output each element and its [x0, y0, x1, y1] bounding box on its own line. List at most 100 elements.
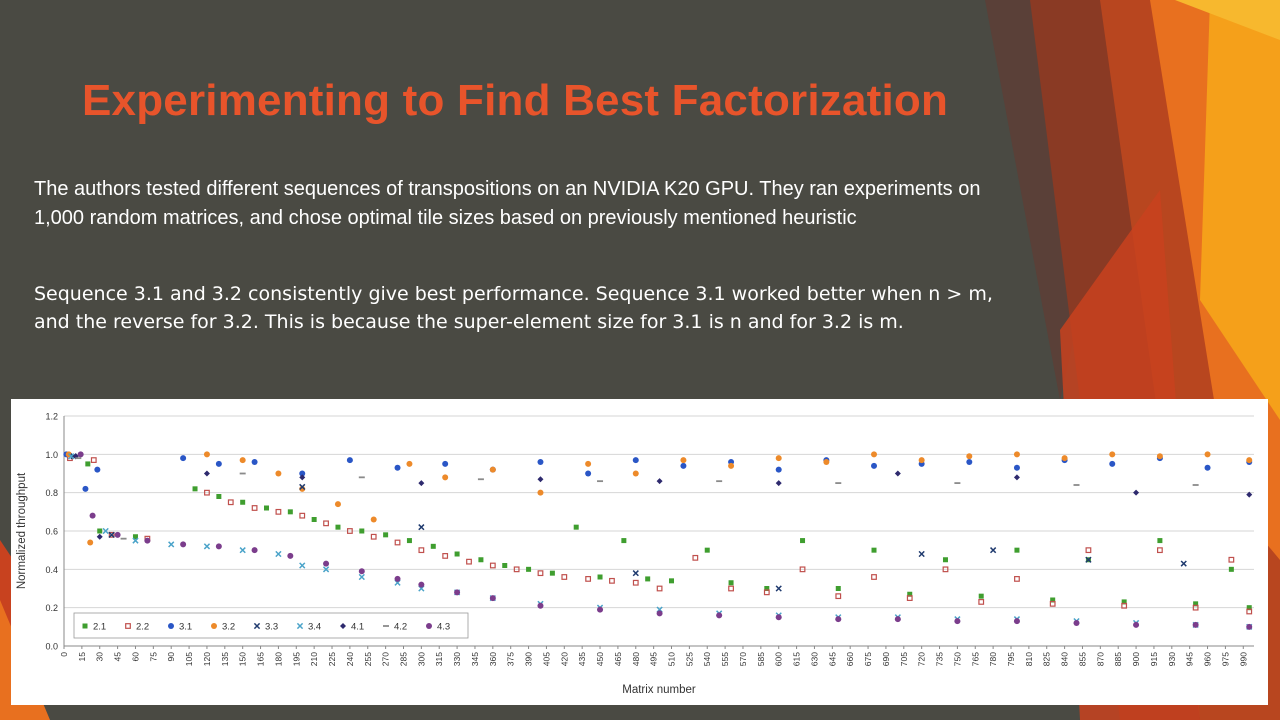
point-series-2-1 [621, 538, 627, 544]
point-series-2-2 [1192, 604, 1199, 611]
point-series-3-2 [823, 459, 830, 465]
x-tick-label: 555 [720, 652, 730, 666]
x-tick-label: 180 [273, 652, 283, 666]
point-series-2-1 [800, 538, 806, 544]
point-series-4-3 [537, 602, 544, 609]
point-series-2-1 [978, 593, 984, 599]
point-series-2-1 [430, 543, 436, 549]
point-series-4-3 [144, 537, 151, 544]
point-series-3-1 [537, 459, 544, 465]
x-tick-label: 315 [434, 652, 444, 666]
x-tick-label: 600 [774, 652, 784, 666]
legend-label: 4.3 [437, 622, 450, 633]
point-series-4-1 [656, 478, 663, 485]
point-series-4-1 [1246, 491, 1253, 498]
x-tick-label: 720 [917, 652, 927, 666]
point-series-4-1 [299, 474, 306, 481]
point-series-2-2 [489, 562, 496, 569]
point-series-2-1 [383, 532, 389, 538]
point-series-2-1 [359, 528, 365, 534]
x-tick-label: 945 [1185, 652, 1195, 666]
point-series-3-2 [680, 457, 687, 464]
body-paragraph-2: Sequence 3.1 and 3.2 consistently give b… [34, 283, 993, 333]
x-tick-label: 225 [327, 652, 337, 666]
legend-label: 2.1 [93, 622, 106, 633]
point-series-4-3 [215, 543, 222, 550]
point-series-3-4 [102, 527, 109, 535]
x-tick-label: 855 [1077, 652, 1087, 666]
point-series-3-1 [82, 485, 89, 492]
point-series-2-1 [1014, 547, 1020, 553]
point-series-3-4 [322, 566, 330, 573]
point-series-2-1 [97, 528, 103, 534]
point-series-2-1 [526, 566, 532, 572]
point-series-3-2 [239, 457, 246, 464]
x-tick-label: 330 [452, 652, 462, 666]
legend-label: 4.2 [394, 622, 407, 633]
point-series-2-2 [227, 499, 234, 506]
point-series-3-2 [1246, 457, 1253, 464]
point-series-2-2 [609, 577, 615, 584]
point-series-2-2 [906, 595, 913, 601]
point-series-2-2 [871, 574, 877, 580]
x-tick-label: 750 [952, 652, 962, 666]
legend-marker [82, 623, 88, 629]
legend-marker [340, 623, 346, 629]
point-series-2-2 [728, 585, 734, 592]
x-tick-label: 135 [220, 652, 230, 666]
point-series-3-3 [775, 585, 782, 592]
point-series-3-2 [1109, 451, 1116, 458]
point-series-2-1 [264, 505, 270, 511]
point-series-2-1 [192, 486, 198, 492]
point-series-4-1 [775, 480, 782, 487]
x-tick-label: 210 [309, 652, 319, 666]
legend-marker [296, 622, 304, 630]
point-series-2-2 [466, 558, 472, 565]
y-axis-label: Normalized throughput [16, 472, 28, 589]
point-series-3-2 [728, 462, 735, 469]
point-series-4-1 [537, 476, 544, 483]
x-tick-label: 270 [381, 652, 391, 666]
point-series-4-3 [1073, 620, 1080, 626]
legend-label: 3.1 [179, 622, 192, 633]
point-series-3-3 [1085, 556, 1092, 563]
point-series-2-2 [656, 585, 663, 592]
x-tick-label: 570 [738, 652, 748, 666]
point-series-3-3 [299, 483, 306, 491]
point-series-3-2 [334, 501, 341, 508]
point-series-2-2 [1049, 600, 1056, 607]
point-series-3-2 [203, 451, 210, 458]
point-series-4-3 [954, 618, 961, 625]
point-series-3-2 [406, 460, 413, 467]
decor-facet [1200, 0, 1280, 420]
y-tick-label: 1.2 [45, 412, 58, 422]
point-series-3-2 [537, 489, 544, 496]
legend-label: 3.4 [308, 622, 321, 633]
x-tick-label: 735 [935, 652, 945, 666]
point-series-2-1 [645, 576, 651, 582]
point-series-3-2 [1156, 453, 1163, 460]
x-tick-label: 105 [184, 652, 194, 666]
x-tick-label: 885 [1113, 652, 1123, 666]
x-tick-label: 60 [130, 652, 140, 662]
point-series-2-1 [1193, 601, 1199, 607]
point-series-3-2 [442, 474, 449, 481]
point-series-2-1 [764, 586, 770, 591]
x-tick-label: 975 [1220, 652, 1230, 666]
point-series-3-3 [1180, 560, 1187, 567]
x-tick-label: 300 [416, 652, 426, 666]
point-series-3-2 [966, 453, 973, 460]
point-series-2-2 [1014, 576, 1020, 582]
point-series-2-1 [478, 557, 484, 563]
y-tick-label: 0.6 [45, 527, 58, 537]
point-series-4-1 [418, 480, 425, 487]
point-series-4-3 [89, 512, 96, 519]
point-series-3-1 [394, 464, 401, 471]
point-series-2-2 [1121, 602, 1128, 609]
x-tick-label: 795 [1006, 652, 1016, 666]
point-series-3-2 [775, 455, 782, 462]
point-series-4-3 [775, 614, 782, 621]
point-series-2-2 [204, 489, 210, 496]
legend-label: 2.2 [136, 622, 149, 633]
point-series-2-1 [907, 591, 913, 597]
